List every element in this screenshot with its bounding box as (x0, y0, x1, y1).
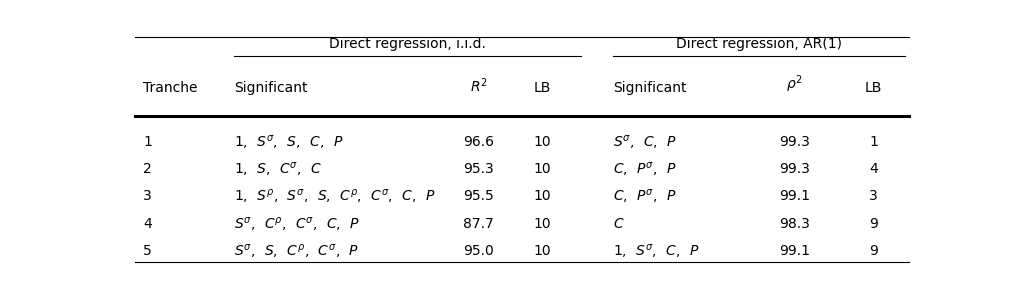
Text: 99.1: 99.1 (780, 244, 810, 258)
Text: 1: 1 (143, 134, 152, 149)
Text: 10: 10 (533, 189, 551, 203)
Text: $\mathrm{1},\,\ \mathit{S}^{\rho},\,\ \mathit{S}^{\sigma},\,\ \mathit{S},\,\ \ma: $\mathrm{1},\,\ \mathit{S}^{\rho},\,\ \m… (234, 187, 436, 205)
Text: 99.3: 99.3 (780, 162, 810, 176)
Text: 87.7: 87.7 (464, 217, 494, 231)
Text: 95.3: 95.3 (464, 162, 494, 176)
Text: 9: 9 (869, 244, 878, 258)
Text: 4: 4 (143, 217, 152, 231)
Text: Direct regression, i.i.d.: Direct regression, i.i.d. (329, 38, 486, 52)
Text: 95.5: 95.5 (464, 189, 494, 203)
Text: $\mathrm{1},\,\ \mathit{S}^{\sigma},\,\ \mathit{C},\,\ \mathit{P}$: $\mathrm{1},\,\ \mathit{S}^{\sigma},\,\ … (613, 242, 700, 260)
Text: 2: 2 (143, 162, 152, 176)
Text: 95.0: 95.0 (464, 244, 494, 258)
Text: $\mathit{C},\,\ \mathit{P}^{\sigma},\,\ \mathit{P}$: $\mathit{C},\,\ \mathit{P}^{\sigma},\,\ … (613, 187, 677, 205)
Text: 3: 3 (869, 189, 878, 203)
Text: 10: 10 (533, 162, 551, 176)
Text: 5: 5 (143, 244, 152, 258)
Text: $R^{2}$: $R^{2}$ (470, 76, 488, 95)
Text: 4: 4 (869, 162, 878, 176)
Text: 9: 9 (869, 217, 878, 231)
Text: LB: LB (533, 81, 550, 95)
Text: 3: 3 (143, 189, 152, 203)
Text: Direct regression, AR(1): Direct regression, AR(1) (677, 38, 842, 52)
Text: Significant: Significant (234, 81, 308, 95)
Text: $\mathit{C}$: $\mathit{C}$ (613, 217, 625, 231)
Text: LB: LB (865, 81, 882, 95)
Text: $\mathit{S}^{\sigma},\,\ \mathit{C}^{\rho},\,\ \mathit{C}^{\sigma},\,\ \mathit{C: $\mathit{S}^{\sigma},\,\ \mathit{C}^{\rh… (234, 215, 360, 233)
Text: 99.3: 99.3 (780, 134, 810, 149)
Text: 10: 10 (533, 244, 551, 258)
Text: $\rho^{2}$: $\rho^{2}$ (787, 73, 803, 95)
Text: $\mathit{S}^{\sigma},\,\ \mathit{S},\,\ \mathit{C}^{\rho},\,\ \mathit{C}^{\sigma: $\mathit{S}^{\sigma},\,\ \mathit{S},\,\ … (234, 242, 360, 260)
Text: $\mathrm{1},\,\ \mathit{S},\,\ \mathit{C}^{\sigma},\,\ \mathit{C}$: $\mathrm{1},\,\ \mathit{S},\,\ \mathit{C… (234, 160, 322, 178)
Text: 98.3: 98.3 (780, 217, 810, 231)
Text: $\mathit{C},\,\ \mathit{P}^{\sigma},\,\ \mathit{P}$: $\mathit{C},\,\ \mathit{P}^{\sigma},\,\ … (613, 160, 677, 178)
Text: $\mathrm{1},\,\ \mathit{S}^{\sigma},\,\ \mathit{S},\,\ \mathit{C},\,\ \mathit{P}: $\mathrm{1},\,\ \mathit{S}^{\sigma},\,\ … (234, 133, 343, 150)
Text: 99.1: 99.1 (780, 189, 810, 203)
Text: Significant: Significant (613, 81, 687, 95)
Text: 1: 1 (869, 134, 878, 149)
Text: $\mathit{S}^{\sigma},\,\ \mathit{C},\,\ \mathit{P}$: $\mathit{S}^{\sigma},\,\ \mathit{C},\,\ … (613, 133, 678, 150)
Text: Tranche: Tranche (143, 81, 198, 95)
Text: 96.6: 96.6 (464, 134, 494, 149)
Text: 10: 10 (533, 134, 551, 149)
Text: 10: 10 (533, 217, 551, 231)
